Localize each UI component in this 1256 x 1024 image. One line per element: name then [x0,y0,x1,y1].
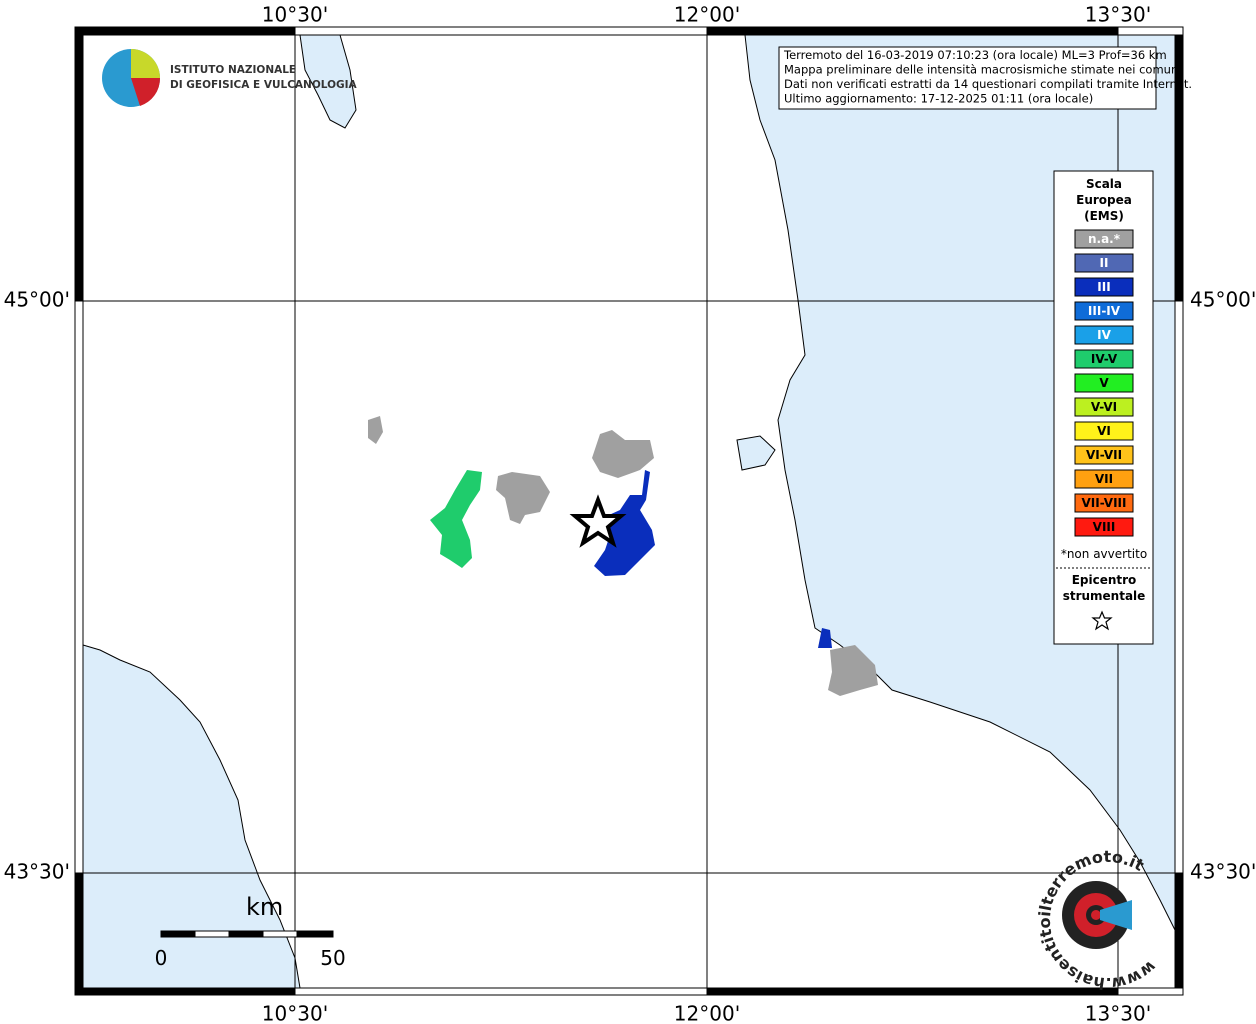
lon-label: 10°30' [262,1002,328,1024]
legend-swatch [1074,301,1134,321]
legend-title: (EMS) [1084,209,1124,223]
legend-swatch [1074,469,1134,489]
legend-label: V-VI [1091,400,1117,414]
legend-label: V [1099,376,1109,390]
legend-swatch [1074,229,1134,249]
lagoon [736,435,776,471]
legend-swatch [1074,421,1134,441]
legend-title: Scala [1086,177,1122,191]
legend-label: III-IV [1088,304,1121,318]
scale-label: 0 [155,946,168,970]
logo-text: DI GEOFISICA E VULCANOLOGIA [170,79,358,91]
area-na [592,430,654,478]
info-line: Ultimo aggiornamento: 17-12-2025 01:11 (… [784,92,1093,106]
legend-star [1091,610,1113,631]
logo-text: ISTITUTO NAZIONALE [170,64,296,76]
legend-swatch [1074,349,1134,369]
legend-label: III [1097,280,1110,294]
legend-label: n.a.* [1088,232,1121,246]
area-iii [818,628,832,648]
legend-epicenter: Epicentro [1072,573,1137,587]
area-na [368,416,383,444]
legend-note: *non avvertito [1061,547,1147,561]
legend-swatch [1074,445,1134,465]
logo: ISTITUTO NAZIONALE DI GEOFISICA E VULCAN… [102,49,358,107]
lat-label: 43°30' [4,860,70,884]
legend-swatch [1074,373,1134,393]
lat-label: 45°00' [1190,288,1256,312]
info-line: Terremoto del 16-03-2019 07:10:23 (ora l… [783,48,1167,62]
legend-swatch [1074,253,1134,273]
scale-label: 50 [320,946,345,970]
area-iii [594,470,655,576]
scale-unit: km [246,893,283,921]
legend-swatch [1074,517,1134,537]
lon-label: 13°30' [1085,1002,1151,1024]
legend-title: Europea [1076,193,1132,207]
legend-label: VI-VII [1086,448,1122,462]
legend-label: VIII [1093,520,1116,534]
lon-label: 12°00' [674,1002,740,1024]
info-line: Mappa preliminare delle intensità macros… [784,63,1181,77]
legend-swatch [1074,277,1134,297]
legend-label: VI [1097,424,1111,438]
legend-swatch [1074,325,1134,345]
info-line: Dati non verificati estratti da 14 quest… [784,77,1192,91]
legend-label: IV-V [1091,352,1118,366]
lat-label: 43°30' [1190,860,1256,884]
lon-label: 12°00' [674,3,740,27]
legend-swatch [1074,493,1134,513]
lake [299,34,357,129]
lat-label: 45°00' [4,288,70,312]
info-box [778,46,1157,110]
legend-label: VII-VIII [1081,496,1126,510]
lon-label: 13°30' [1085,3,1151,27]
sea [82,644,301,989]
area-na [496,472,550,524]
area-iv-v [430,470,482,568]
scale-bar [160,930,334,938]
legend-label: II [1100,256,1109,270]
epicenter-star [569,494,627,548]
legend-label: VII [1095,472,1113,486]
legend-swatch [1074,397,1134,417]
legend-label: IV [1097,328,1111,342]
lon-label: 10°30' [262,3,328,27]
legend-epicenter: strumentale [1063,589,1146,603]
area-na [828,645,878,696]
frame [74,26,1184,996]
